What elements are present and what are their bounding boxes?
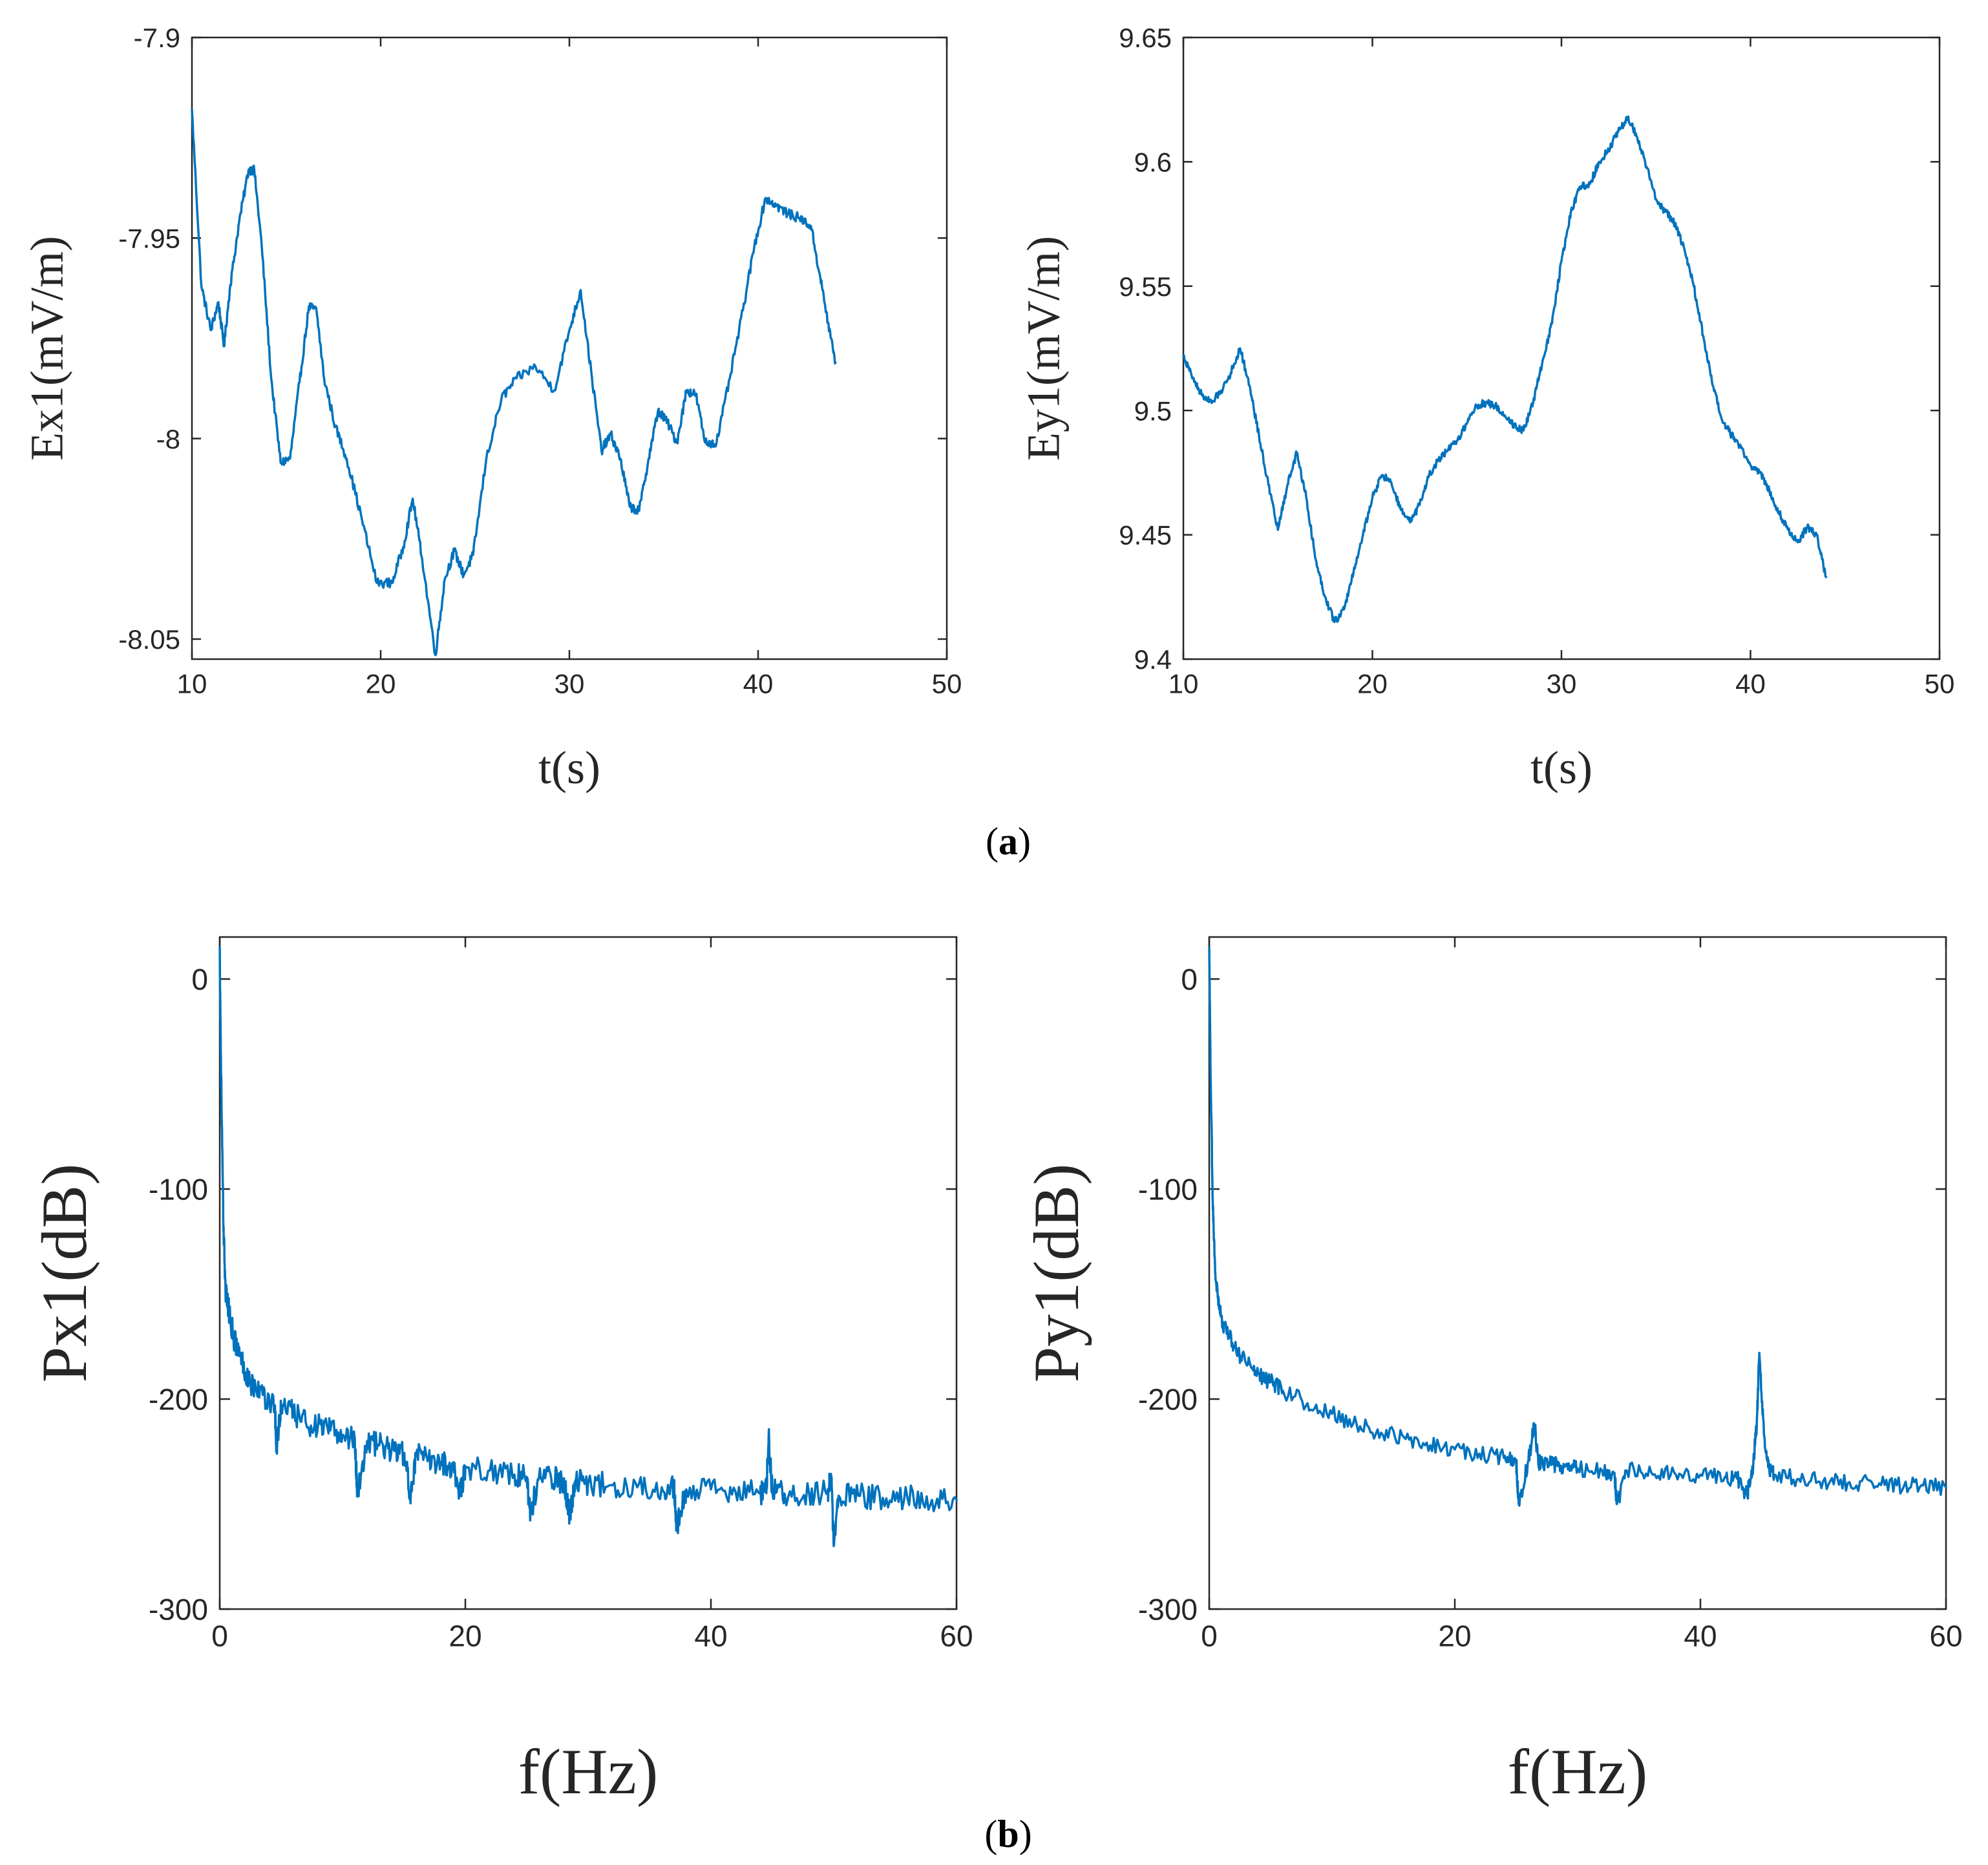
tick-group: 0 20 40 60 -300 -200 -100 0 bbox=[149, 937, 973, 1653]
y-tick-label: 9.55 bbox=[1119, 271, 1172, 302]
y-tick-label: -7.9 bbox=[134, 23, 180, 53]
x-tick-label: 40 bbox=[1684, 1619, 1717, 1653]
caption-b: (b) bbox=[984, 1813, 1031, 1855]
y-tick-label: -8.05 bbox=[118, 624, 180, 655]
x-axis-label: f(Hz) bbox=[518, 1736, 659, 1807]
y-tick-label: -200 bbox=[1138, 1383, 1198, 1417]
y-tick-label: -7.95 bbox=[118, 223, 180, 253]
x-tick-label: 0 bbox=[211, 1619, 228, 1653]
plot-frame bbox=[218, 936, 958, 1610]
chart-ey1: 10 20 30 40 50 9.4 9.45 9.5 9.55 9.6 9.65 t(s) Ey1… bbox=[1018, 23, 1955, 794]
series-line-ey1 bbox=[1182, 115, 1828, 624]
y-tick-label: 0 bbox=[191, 963, 208, 996]
y-tick-label: -100 bbox=[1138, 1173, 1198, 1206]
x-tick-label: 50 bbox=[1925, 669, 1955, 699]
y-tick-label: 9.65 bbox=[1119, 23, 1172, 53]
x-tick-label: 20 bbox=[449, 1619, 481, 1653]
chart-px1: 0 20 40 60 -300 -200 -100 0 f(Hz) Px1(dB) bbox=[28, 936, 973, 1807]
plot-frame bbox=[1182, 36, 1941, 660]
y-tick-label: 9.4 bbox=[1134, 644, 1172, 675]
y-axis-label: Ey1(mV/m) bbox=[1018, 236, 1070, 461]
y-tick-label: -100 bbox=[149, 1173, 208, 1206]
y-tick-label: -8 bbox=[156, 424, 180, 454]
caption-a: (a) bbox=[986, 820, 1031, 863]
x-tick-label: 60 bbox=[1929, 1619, 1962, 1653]
plot-frame bbox=[1208, 936, 1947, 1610]
x-tick-label: 10 bbox=[177, 669, 207, 699]
x-axis-label: t(s) bbox=[538, 742, 600, 794]
x-axis-label: f(Hz) bbox=[1508, 1736, 1648, 1807]
x-tick-label: 40 bbox=[1735, 669, 1766, 699]
tick-group: 10 20 30 40 50 9.4 9.45 9.5 9.55 9.6 9.65 bbox=[1119, 23, 1954, 699]
y-tick-label: 9.6 bbox=[1134, 147, 1172, 178]
y-tick-label: 0 bbox=[1181, 963, 1198, 996]
chart-py1: 0 20 40 60 -300 -200 -100 0 f(Hz) Py1(dB) bbox=[1020, 936, 1963, 1807]
tick-group: 10 20 30 40 50 -8.05 -8 -7.95 -7.9 bbox=[118, 23, 962, 699]
tick-group: 0 20 40 60 -300 -200 -100 0 bbox=[1138, 937, 1963, 1653]
x-tick-label: 20 bbox=[1357, 669, 1388, 699]
y-axis-label: Py1(dB) bbox=[1020, 1164, 1092, 1383]
y-axis-label: Ex1(mV/m) bbox=[21, 236, 73, 461]
y-tick-label: -200 bbox=[149, 1383, 208, 1417]
x-tick-label: 0 bbox=[1201, 1619, 1218, 1653]
x-axis-label: t(s) bbox=[1530, 742, 1592, 794]
y-tick-label: -300 bbox=[149, 1593, 208, 1627]
x-tick-label: 20 bbox=[1438, 1619, 1471, 1653]
x-tick-label: 50 bbox=[932, 669, 962, 699]
y-axis-label: Px1(dB) bbox=[28, 1164, 100, 1383]
x-tick-label: 20 bbox=[366, 669, 396, 699]
caption-b-letter: b bbox=[997, 1813, 1019, 1855]
x-tick-label: 60 bbox=[940, 1619, 973, 1653]
series-line-px1 bbox=[218, 946, 958, 1548]
x-tick-label: 10 bbox=[1168, 669, 1199, 699]
y-tick-label: 9.45 bbox=[1119, 520, 1172, 551]
y-tick-label: -300 bbox=[1138, 1593, 1198, 1627]
series-line-py1 bbox=[1208, 946, 1947, 1507]
chart-ex1: 10 20 30 40 50 -8.05 -8 -7.95 -7.9 t(s) Ex1(mV/m… bbox=[21, 23, 962, 794]
x-tick-label: 40 bbox=[743, 669, 774, 699]
x-tick-label: 30 bbox=[555, 669, 585, 699]
series-line-ex1 bbox=[191, 108, 837, 657]
x-tick-label: 40 bbox=[694, 1619, 727, 1653]
x-tick-label: 30 bbox=[1547, 669, 1577, 699]
caption-a-letter: a bbox=[999, 820, 1018, 863]
y-tick-label: 9.5 bbox=[1134, 395, 1172, 426]
